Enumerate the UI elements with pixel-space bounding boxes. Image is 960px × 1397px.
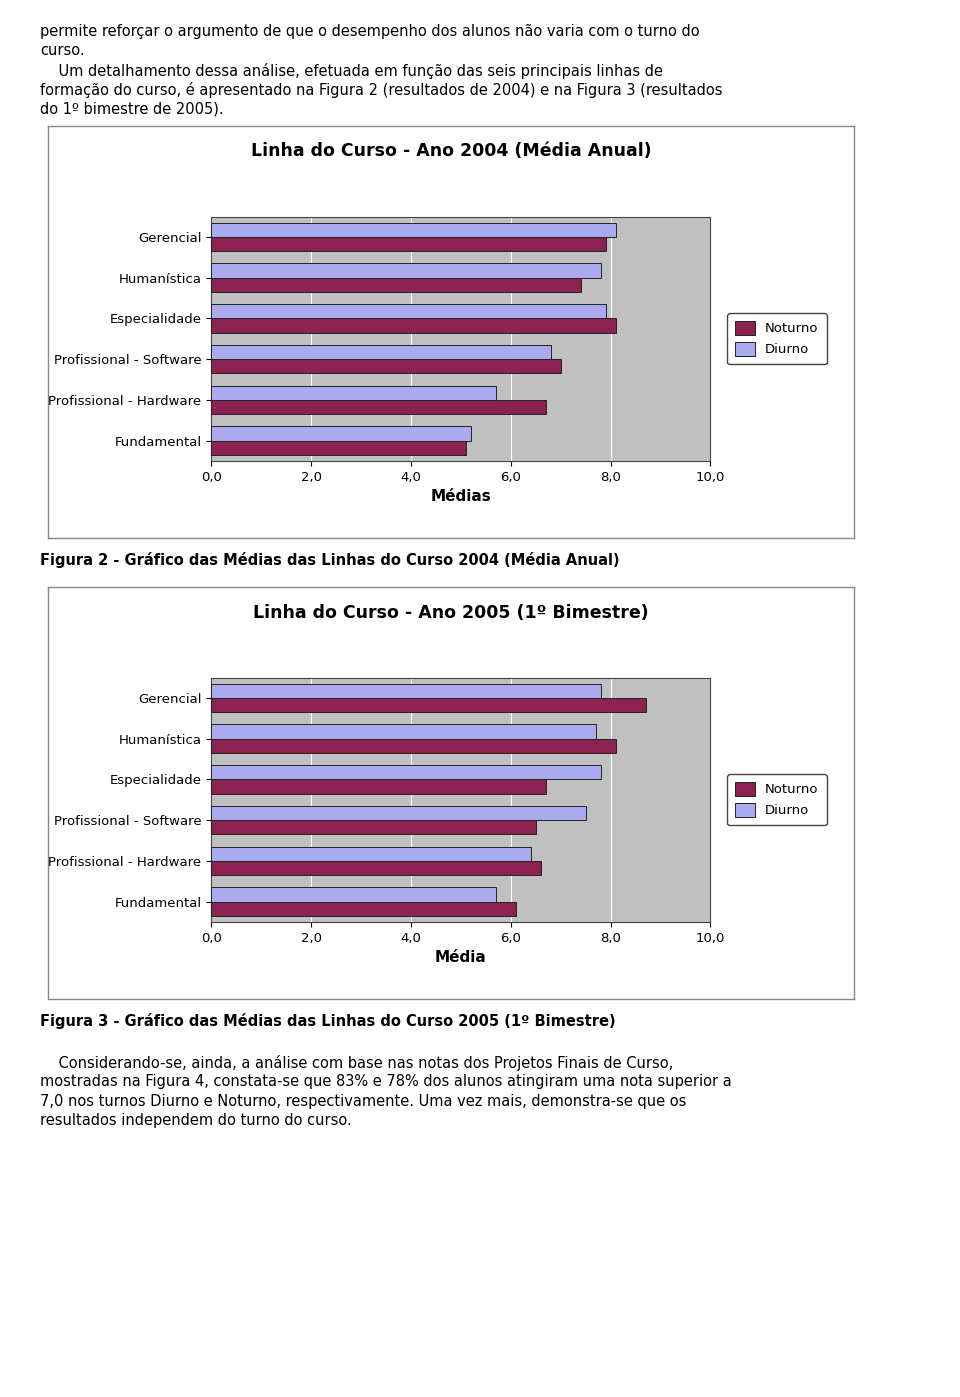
Bar — [211, 861, 540, 875]
Text: resultados independem do turno do curso.: resultados independem do turno do curso. — [40, 1113, 352, 1129]
Bar — [211, 305, 606, 319]
Text: permite reforçar o argumento de que o desempenho dos alunos não varia com o turn: permite reforçar o argumento de que o de… — [40, 24, 700, 39]
Bar — [211, 806, 586, 820]
Bar — [211, 222, 615, 237]
Bar — [211, 739, 615, 753]
Text: Linha do Curso - Ano 2005 (1º Bimestre): Linha do Curso - Ano 2005 (1º Bimestre) — [253, 604, 649, 622]
X-axis label: Médias: Médias — [430, 489, 492, 504]
Legend: Noturno, Diurno: Noturno, Diurno — [727, 774, 827, 826]
Text: formação do curso, é apresentado na Figura 2 (resultados de 2004) e na Figura 3 : formação do curso, é apresentado na Figu… — [40, 82, 723, 98]
Bar — [211, 901, 516, 916]
Bar — [211, 683, 601, 698]
Text: do 1º bimestre de 2005).: do 1º bimestre de 2005). — [40, 102, 224, 117]
Text: Linha do Curso - Ano 2004 (Média Anual): Linha do Curso - Ano 2004 (Média Anual) — [251, 142, 652, 161]
Text: mostradas na Figura 4, constata-se que 83% e 78% dos alunos atingiram uma nota s: mostradas na Figura 4, constata-se que 8… — [40, 1074, 732, 1090]
Bar — [211, 237, 606, 251]
Bar — [211, 359, 561, 373]
Text: Um detalhamento dessa análise, efetuada em função das seis principais linhas de: Um detalhamento dessa análise, efetuada … — [40, 63, 663, 78]
Text: 7,0 nos turnos Diurno e Noturno, respectivamente. Uma vez mais, demonstra-se que: 7,0 nos turnos Diurno e Noturno, respect… — [40, 1094, 686, 1109]
X-axis label: Média: Média — [435, 950, 487, 965]
Bar — [211, 440, 466, 455]
Bar — [211, 319, 615, 332]
Bar — [211, 386, 495, 400]
Bar — [211, 264, 601, 278]
Bar — [211, 278, 581, 292]
Bar — [211, 780, 545, 793]
Bar — [211, 426, 470, 440]
Text: Figura 3 - Gráfico das Médias das Linhas do Curso 2005 (1º Bimestre): Figura 3 - Gráfico das Médias das Linhas… — [40, 1013, 616, 1028]
Bar — [211, 847, 531, 861]
Bar — [211, 887, 495, 901]
Bar — [211, 725, 595, 739]
Bar — [211, 698, 645, 712]
Bar — [211, 400, 545, 414]
Text: Considerando-se, ainda, a análise com base nas notas dos Projetos Finais de Curs: Considerando-se, ainda, a análise com ba… — [40, 1055, 674, 1070]
Text: curso.: curso. — [40, 43, 84, 59]
Bar — [211, 345, 551, 359]
Legend: Noturno, Diurno: Noturno, Diurno — [727, 313, 827, 365]
Bar — [211, 766, 601, 780]
Bar — [211, 820, 536, 834]
Text: Figura 2 - Gráfico das Médias das Linhas do Curso 2004 (Média Anual): Figura 2 - Gráfico das Médias das Linhas… — [40, 552, 620, 567]
